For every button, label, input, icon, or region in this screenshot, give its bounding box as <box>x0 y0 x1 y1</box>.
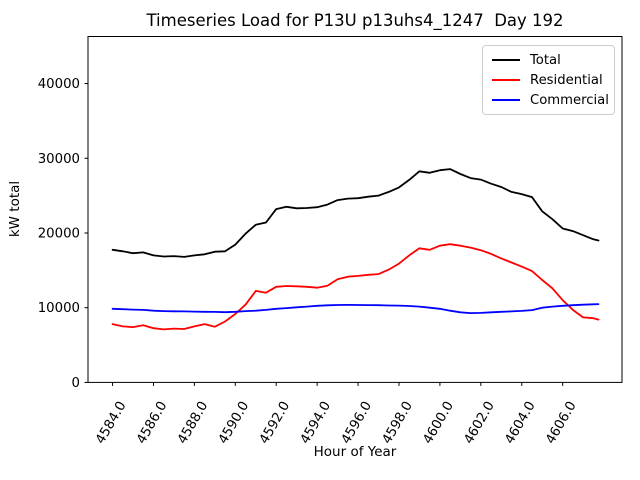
axes-frame <box>87 36 623 383</box>
y-tick-label: 20000 <box>38 226 80 241</box>
x-tick-label: 4600.0 <box>421 399 457 447</box>
x-tick-label: 4590.0 <box>216 399 252 447</box>
x-tick-label: 4598.0 <box>380 399 416 447</box>
legend: Total Residential Commercial <box>482 45 615 115</box>
x-tick-label: 4606.0 <box>543 399 579 447</box>
y-tick-label: 0 <box>72 376 80 391</box>
legend-item-residential: Residential <box>483 70 614 90</box>
x-tick-label: 4604.0 <box>502 399 538 447</box>
series-line-total <box>111 168 600 258</box>
x-tick-label: 4592.0 <box>257 399 293 447</box>
x-tick-label: 4588.0 <box>175 399 211 447</box>
chart-title: Timeseries Load for P13U p13uhs4_1247 Da… <box>146 11 564 30</box>
y-axis-label: kW total <box>7 180 23 238</box>
x-tick-label: 4586.0 <box>134 399 170 447</box>
legend-label: Total <box>530 52 561 68</box>
x-tick-label: 4584.0 <box>93 399 129 447</box>
legend-line-icon <box>492 99 520 101</box>
y-tick-label: 40000 <box>38 77 80 92</box>
legend-item-total: Total <box>483 50 614 70</box>
x-tick-label: 4602.0 <box>462 399 498 447</box>
y-tick-label: 30000 <box>38 152 80 167</box>
y-tick-label: 10000 <box>38 301 80 316</box>
series-line-commercial <box>111 303 600 315</box>
x-axis-label: Hour of Year <box>313 444 397 460</box>
legend-line-icon <box>492 79 520 81</box>
legend-line-icon <box>492 59 520 61</box>
legend-item-commercial: Commercial <box>483 90 614 110</box>
x-tick-label: 4594.0 <box>298 399 334 447</box>
legend-label: Residential <box>530 72 603 88</box>
legend-label: Commercial <box>530 92 609 108</box>
x-tick-label: 4596.0 <box>339 399 375 447</box>
series-line-residential <box>111 243 600 331</box>
